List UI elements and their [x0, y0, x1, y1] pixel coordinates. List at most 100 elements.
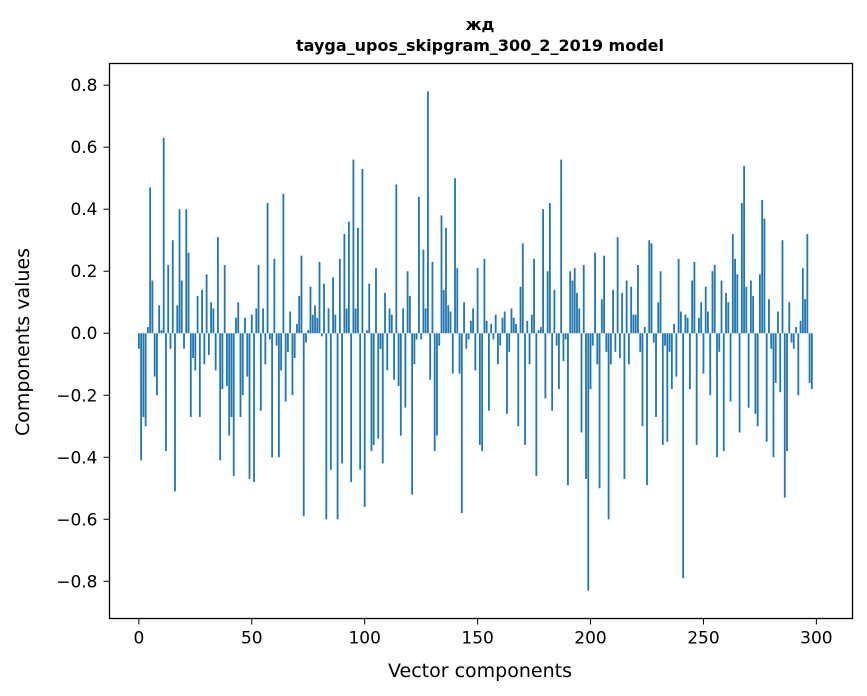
- bar-component-210: [612, 289, 615, 334]
- bar-component-50: [250, 314, 253, 334]
- bar-component-214: [621, 292, 624, 334]
- bar-component-2: [142, 333, 145, 417]
- bar-component-111: [388, 308, 391, 334]
- bar-component-121: [411, 333, 414, 495]
- bar-component-195: [578, 308, 581, 334]
- y-tick-label: 0.0: [70, 324, 97, 344]
- bar-component-32: [210, 302, 213, 334]
- bar-component-223: [641, 333, 644, 427]
- bar-component-48: [246, 333, 249, 377]
- bar-component-232: [661, 333, 664, 445]
- bar-component-167: [515, 323, 517, 334]
- bar-component-31: [207, 333, 210, 355]
- bar-component-169: [519, 286, 522, 334]
- bar-component-267: [740, 203, 743, 334]
- bar-component-8: [156, 333, 158, 396]
- bars-layer: [137, 91, 813, 591]
- bar-component-57: [266, 203, 269, 334]
- bar-component-287: [786, 333, 788, 452]
- bar-component-225: [646, 333, 648, 486]
- bar-component-219: [632, 314, 635, 334]
- bar-component-59: [271, 333, 274, 458]
- y-tick-label: −0.8: [56, 572, 97, 592]
- bar-component-291: [795, 327, 797, 334]
- bar-component-41: [230, 333, 233, 417]
- bar-component-151: [478, 333, 481, 445]
- bar-component-262: [729, 333, 732, 402]
- bar-component-3: [144, 333, 147, 427]
- bar-component-108: [381, 333, 384, 464]
- bar-component-222: [639, 333, 642, 352]
- bar-component-215: [623, 333, 626, 479]
- bar-component-168: [517, 333, 520, 427]
- bar-component-183: [551, 333, 554, 411]
- bar-component-37: [221, 333, 224, 390]
- bar-component-109: [384, 292, 386, 334]
- bar-component-105: [375, 268, 377, 334]
- bar-component-227: [650, 243, 653, 334]
- bar-component-136: [445, 227, 447, 334]
- x-tick-label: 250: [687, 629, 719, 649]
- bar-component-205: [600, 299, 603, 334]
- bar-component-38: [223, 265, 226, 334]
- bar-component-158: [494, 314, 497, 334]
- bar-component-53: [257, 265, 260, 334]
- bar-component-281: [772, 333, 775, 458]
- bar-component-196: [580, 333, 583, 433]
- bar-component-190: [567, 333, 569, 486]
- bar-component-271: [749, 280, 752, 334]
- bar-component-211: [614, 333, 617, 352]
- bar-component-229: [655, 333, 657, 417]
- bar-component-1: [140, 333, 143, 461]
- bar-component-80: [318, 261, 321, 334]
- bar-component-134: [440, 215, 443, 334]
- bar-component-282: [774, 333, 777, 383]
- bar-component-213: [618, 333, 621, 359]
- bar-component-63: [280, 333, 283, 371]
- bar-component-54: [259, 333, 262, 411]
- bar-component-204: [598, 333, 601, 489]
- bar-component-245: [691, 280, 694, 334]
- bar-component-114: [395, 184, 398, 334]
- bar-component-74: [305, 333, 307, 343]
- bar-component-118: [404, 333, 407, 408]
- bar-component-296: [806, 234, 809, 334]
- bar-component-197: [582, 265, 585, 334]
- bar-component-128: [427, 91, 429, 334]
- bar-component-279: [768, 299, 770, 334]
- bar-component-212: [616, 237, 619, 334]
- bar-component-243: [686, 317, 689, 334]
- bar-component-145: [465, 333, 468, 349]
- bar-component-20: [183, 333, 185, 349]
- bar-component-248: [698, 317, 700, 334]
- bar-component-242: [684, 314, 687, 334]
- bar-component-131: [433, 333, 436, 452]
- bar-component-25: [194, 333, 197, 371]
- bar-component-49: [248, 333, 251, 479]
- bar-component-286: [783, 333, 786, 498]
- bar-component-5: [149, 187, 152, 334]
- bar-component-122: [413, 333, 416, 365]
- bar-component-73: [302, 333, 305, 517]
- bar-component-62: [277, 333, 280, 458]
- bar-component-246: [693, 261, 696, 334]
- bar-component-292: [797, 333, 800, 396]
- bar-component-70: [296, 323, 298, 334]
- bar-component-165: [510, 308, 513, 334]
- bar-component-42: [232, 333, 235, 476]
- bar-component-201: [591, 333, 594, 346]
- bar-component-6: [151, 280, 154, 334]
- bar-component-180: [544, 333, 547, 399]
- bar-component-99: [361, 168, 364, 334]
- bar-component-184: [553, 289, 556, 334]
- x-axis-label: Vector components: [388, 660, 572, 682]
- bar-component-101: [366, 330, 368, 334]
- bar-component-104: [372, 333, 375, 445]
- bar-component-251: [704, 286, 707, 334]
- bar-component-68: [291, 333, 294, 396]
- bar-component-88: [336, 333, 339, 520]
- bar-component-17: [176, 305, 179, 334]
- bar-component-92: [345, 308, 348, 334]
- bar-component-256: [716, 333, 718, 458]
